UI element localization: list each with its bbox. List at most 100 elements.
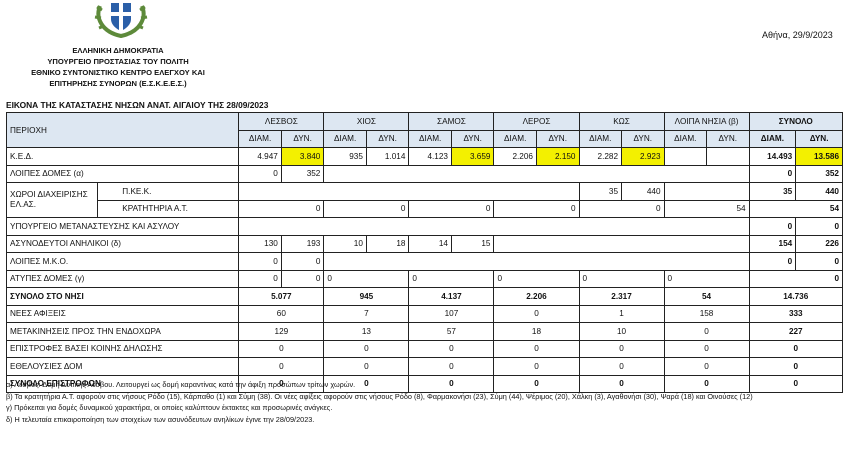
dyn-header: ΔΥΝ. xyxy=(365,129,410,148)
table-row-loipes-mko: ΛΟΙΠΕΣ Μ.Κ.Ο. 0 0 0 0 xyxy=(5,252,843,271)
table-row-pkek: ΧΩΡΟΙ ΔΙΑΧΕΙΡΙΣΗΣ ΕΛ.ΑΣ. Π.ΚΕ.Κ. 35 440 … xyxy=(5,182,843,218)
row-label: ΝΕΕΣ ΑΦΙΞΕΙΣ xyxy=(5,304,240,323)
table-cell: 352 xyxy=(280,164,325,183)
table-cell: 0 xyxy=(280,269,325,288)
region-header: ΠΕΡΙΟΧΗ xyxy=(5,112,240,148)
row-label: ΜΕΤΑΚΙΝΗΣΕΙΣ ΠΡΟΣ ΤΗΝ ΕΝΔΟΧΩΡΑ xyxy=(5,322,240,341)
diam-header: ΔΙΑΜ. xyxy=(748,129,797,148)
diam-header: ΔΙΑΜ. xyxy=(323,129,367,148)
table-cell-highlighted: 3.659 xyxy=(450,147,495,166)
document-date: Αθήνα, 29/9/2023 xyxy=(762,30,833,40)
empty-cell xyxy=(238,217,750,236)
header-line-1: ΕΛΛΗΝΙΚΗ ΔΗΜΟΚΡΑΤΙΑ xyxy=(72,46,164,55)
table-cell: 0 xyxy=(323,357,410,376)
table-cell: 14 xyxy=(408,234,452,253)
total-cell: 0 xyxy=(748,164,797,183)
table-cell: 0 xyxy=(493,374,580,393)
greek-emblem-logo xyxy=(94,3,148,38)
table-cell: 0 xyxy=(323,269,410,288)
table-cell: 440 xyxy=(621,182,665,201)
table-row-synolo-nisi: ΣΥΝΟΛΟ ΣΤΟ ΝΗΣΙ 5.077 945 4.137 2.206 2.… xyxy=(5,287,844,306)
total-cell: 54 xyxy=(748,199,844,218)
table-cell: 193 xyxy=(280,234,325,253)
table-cell: 0 xyxy=(493,357,580,376)
total-cell: 0 xyxy=(748,374,844,393)
row-label: ΚΡΑΤΗΤΗΡΙΑ Α.Τ. xyxy=(97,199,240,218)
total-cell: 14.493 xyxy=(748,147,797,166)
table-cell: 0 xyxy=(238,374,325,393)
table-row-synolo-epistrofon: ΣΥΝΟΛΟ ΕΠΙΣΤΡΟΦΩΝ 0 0 0 0 0 0 0 xyxy=(5,374,844,393)
diam-header: ΔΙΑΜ. xyxy=(493,129,537,148)
table-row-ypourgeio: ΥΠΟΥΡΓΕΙΟ ΜΕΤΑΝΑΣΤΕΥΣΗΣ ΚΑΙ ΑΣΥΛΟΥ 0 0 xyxy=(5,217,843,236)
table-cell: 0 xyxy=(238,357,325,376)
header-line-3: ΕΘΝΙΚΟ ΣΥΝΤΟΝΙΣΤΙΚΟ ΚΕΝΤΡΟ ΕΛΕΓΧΟΥ ΚΑΙ xyxy=(31,68,205,77)
row-label: ΛΟΙΠΕΣ Μ.Κ.Ο. xyxy=(5,252,240,271)
table-cell-highlighted: 2.150 xyxy=(535,147,580,166)
row-label: ΛΟΙΠΕΣ ΔΟΜΕΣ (α) xyxy=(5,164,240,183)
table-cell: 5.077 xyxy=(238,287,325,306)
table-cell: 10 xyxy=(578,322,665,341)
table-row-asynodeytoi: ΑΣΥΝΟΔΕΥΤΟΙ ΑΝΗΛΙΚΟΙ (δ) 130 193 10 18 1… xyxy=(5,234,843,253)
footnote-a: α) Λέσβος: Δομή Δυτικής Λέσβου. Λειτουργ… xyxy=(6,380,356,389)
header-row-islands: ΠΕΡΙΟΧΗ ΛΕΣΒΟΣ ΧΙΟΣ ΣΑΜΟΣ ΛΕΡΟΣ ΚΩΣ ΛΟΙΠ… xyxy=(5,112,844,148)
total-cell: 0 xyxy=(748,357,844,376)
table-cell: 0 xyxy=(238,164,282,183)
island-header: ΚΩΣ xyxy=(578,112,665,131)
empty-cell xyxy=(238,182,580,201)
table-cell: 0 xyxy=(578,357,665,376)
total-cell: 0 xyxy=(748,217,797,236)
footnote-c: γ) Πρόκειται για δομές δυναμικού χαρακτή… xyxy=(6,403,333,413)
row-label: ΕΠΙΣΤΡΟΦΕΣ ΒΑΣΕΙ ΚΟΙΝΗΣ ΔΗΛΩΣΗΣ xyxy=(5,339,240,358)
table-cell: 1.014 xyxy=(365,147,410,166)
total-cell: 352 xyxy=(795,164,843,183)
table-cell: 18 xyxy=(493,322,580,341)
table-cell: 0 xyxy=(663,339,750,358)
table-cell: 0 xyxy=(663,269,750,288)
dyn-header: ΔΥΝ. xyxy=(621,129,665,148)
total-cell: 14.736 xyxy=(748,287,844,306)
table-cell: 0 xyxy=(323,199,410,218)
island-header: ΛΟΙΠΑ ΝΗΣΙΑ (β) xyxy=(663,112,750,131)
table-cell: 0 xyxy=(493,269,580,288)
table-cell: 107 xyxy=(408,304,495,323)
islands-status-table: ΠΕΡΙΟΧΗ ΛΕΣΒΟΣ ΧΙΟΣ ΣΑΜΟΣ ΛΕΡΟΣ ΚΩΣ ΛΟΙΠ… xyxy=(5,112,844,393)
table-cell: 0 xyxy=(408,339,495,358)
table-cell: 4.137 xyxy=(408,287,495,306)
footnotes: α) Λέσβος: Δομή Δυτικής Λέσβου. Λειτουργ… xyxy=(6,380,844,426)
total-cell: 227 xyxy=(748,322,844,341)
table-cell: 0 xyxy=(280,252,325,271)
diam-header: ΔΙΑΜ. xyxy=(578,129,623,148)
table-cell: 0 xyxy=(408,357,495,376)
table-cell: 7 xyxy=(323,304,410,323)
total-cell: 0 xyxy=(748,339,844,358)
table-cell: 2.282 xyxy=(578,147,623,166)
total-cell: 0 xyxy=(795,252,843,271)
table-cell: 0 xyxy=(238,199,325,218)
total-cell: 154 xyxy=(748,234,797,253)
table-cell: 129 xyxy=(238,322,325,341)
table-cell: 10 xyxy=(323,234,367,253)
table-cell: 0 xyxy=(323,374,410,393)
table-cell: 0 xyxy=(493,199,580,218)
empty-cell xyxy=(323,252,750,271)
table-row-nees-afixeis: ΝΕΕΣ ΑΦΙΞΕΙΣ 60 7 107 0 1 158 333 xyxy=(5,304,844,323)
table-cell: 57 xyxy=(408,322,495,341)
empty-cell xyxy=(663,182,750,201)
empty-cell xyxy=(323,164,750,183)
table-row-atypes: ΑΤΥΠΕΣ ΔΟΜΕΣ (γ) 0 0 0 0 0 0 0 0 xyxy=(5,269,844,288)
table-row-ked: Κ.Ε.Δ. 4.947 3.840 935 1.014 4.123 3.659… xyxy=(5,147,843,166)
row-label: Π.ΚΕ.Κ. xyxy=(97,182,240,201)
table-cell: 935 xyxy=(323,147,367,166)
row-label: ΣΥΝΟΛΟ ΣΤΟ ΝΗΣΙ xyxy=(5,287,240,306)
document-subtitle: ΕΙΚΟΝΑ ΤΗΣ ΚΑΤΑΣΤΑΣΗΣ ΝΗΣΩΝ ΑΝΑΤ. ΑΙΓΑΙΟ… xyxy=(6,100,269,110)
row-label: ΑΤΥΠΕΣ ΔΟΜΕΣ (γ) xyxy=(5,269,240,288)
table-row-epistrofes: ΕΠΙΣΤΡΟΦΕΣ ΒΑΣΕΙ ΚΟΙΝΗΣ ΔΗΛΩΣΗΣ 0 0 0 0 … xyxy=(5,339,844,358)
table-cell-highlighted: 3.840 xyxy=(280,147,325,166)
dyn-header: ΔΥΝ. xyxy=(450,129,495,148)
diam-header: ΔΙΑΜ. xyxy=(663,129,708,148)
total-cell-highlighted: 13.586 xyxy=(795,147,843,166)
table-cell: 15 xyxy=(450,234,495,253)
table-cell: 2.206 xyxy=(493,147,537,166)
row-label: ΕΘΕΛΟΥΣΙΕΣ ΔΟΜ xyxy=(5,357,240,376)
table-cell: 0 xyxy=(408,199,495,218)
